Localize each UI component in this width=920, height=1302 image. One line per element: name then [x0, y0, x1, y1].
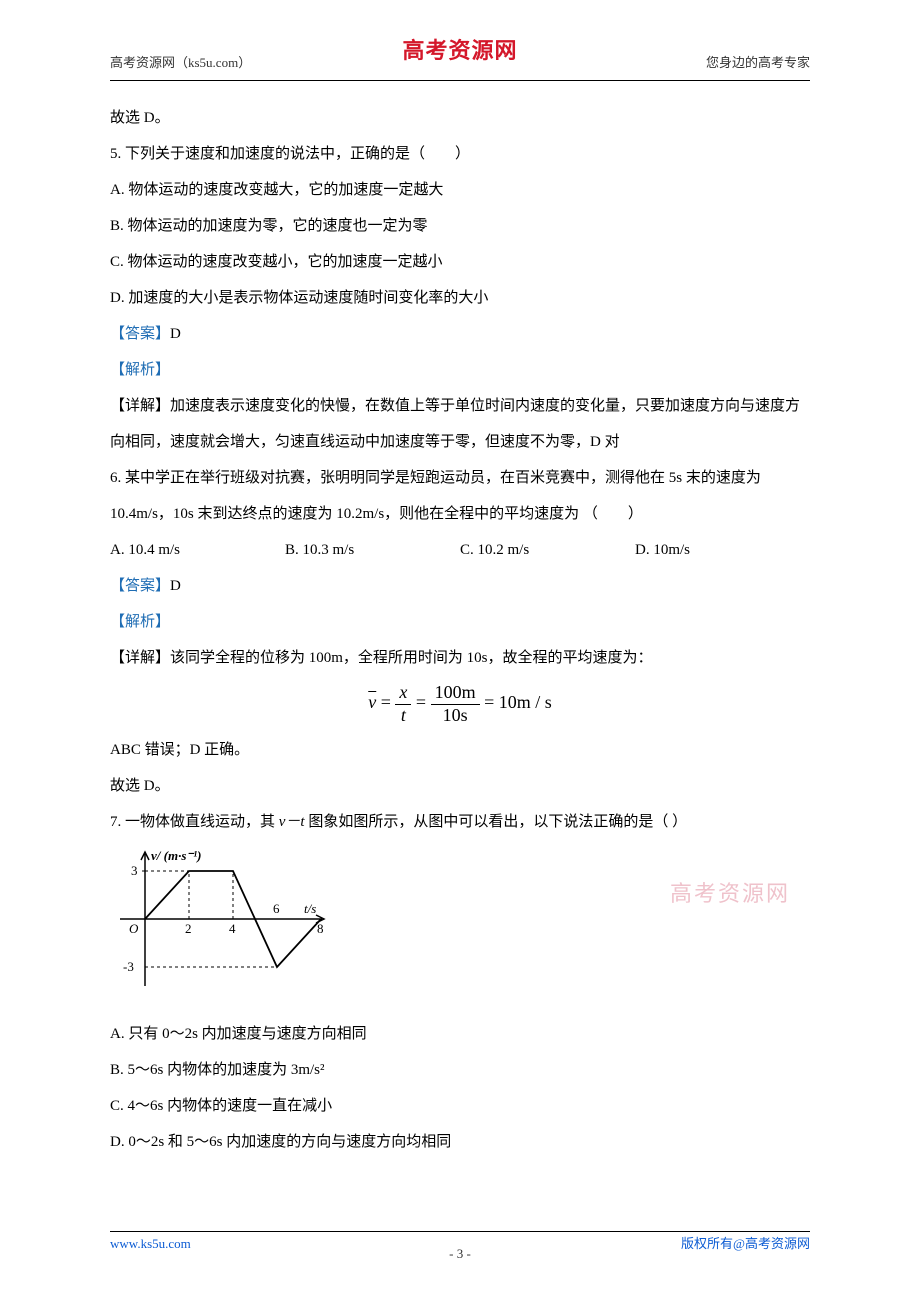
q5-opt-d: D. 加速度的大小是表示物体运动速度随时间变化率的大小	[110, 280, 810, 316]
q7-opt-d: D. 0～2s 和 5～6s 内加速度的方向与速度方向均相同	[110, 1124, 810, 1160]
q5-opt-b: B. 物体运动的加速度为零，它的速度也一定为零	[110, 208, 810, 244]
q7-opt-a: A. 只有 0～2s 内加速度与速度方向相同	[110, 1016, 810, 1052]
q7-opt-c: C. 4～6s 内物体的速度一直在减小	[110, 1088, 810, 1124]
q6-opt-d: D. 10m/s	[635, 532, 810, 568]
page: 高考资源网（ks5u.com） 高考资源网 您身边的高考专家 故选 D。 5. …	[0, 0, 920, 1302]
q7-stem: 7. 一物体做直线运动，其 v－t 图象如图所示，从图中可以看出，以下说法正确的…	[110, 804, 810, 840]
content: 故选 D。 5. 下列关于速度和加速度的说法中，正确的是（ ） A. 物体运动的…	[110, 100, 810, 1160]
answer-label: 【答案】	[110, 326, 170, 342]
q5-answer: 【答案】D	[110, 316, 810, 352]
q6-opt-c: C. 10.2 m/s	[460, 532, 635, 568]
svg-text:O: O	[129, 921, 139, 936]
page-footer: www.ks5u.com - 3 - 版权所有@高考资源网	[110, 1231, 810, 1252]
q6-detail-post1: ABC 错误；D 正确。	[110, 732, 810, 768]
q5-opt-c: C. 物体运动的速度改变越小，它的加速度一定越小	[110, 244, 810, 280]
answer-value: D	[170, 326, 181, 342]
svg-text:3: 3	[131, 863, 138, 878]
header-right: 您身边的高考专家	[706, 47, 810, 78]
q6-options: A. 10.4 m/s B. 10.3 m/s C. 10.2 m/s D. 1…	[110, 532, 810, 568]
q5-stem: 5. 下列关于速度和加速度的说法中，正确的是（ ）	[110, 136, 810, 172]
q5-opt-a: A. 物体运动的速度改变越大，它的加速度一定越大	[110, 172, 810, 208]
q5-detail: 【详解】加速度表示速度变化的快慢，在数值上等于单位时间内速度的变化量，只要加速度…	[110, 388, 810, 460]
q6-opt-a: A. 10.4 m/s	[110, 532, 285, 568]
q6-formula: v = x t = 100m 10s = 10m / s	[110, 682, 810, 726]
svg-text:4: 4	[229, 921, 236, 936]
svg-text:v/ (m·s⁻¹): v/ (m·s⁻¹)	[151, 848, 201, 863]
svg-text:6: 6	[273, 901, 280, 916]
page-header: 高考资源网（ks5u.com） 高考资源网 您身边的高考专家	[110, 48, 810, 81]
footer-center: - 3 -	[110, 1246, 810, 1262]
svg-text:-3: -3	[123, 959, 134, 974]
q5-analysis-label: 【解析】	[110, 352, 810, 388]
q6-opt-b: B. 10.3 m/s	[285, 532, 460, 568]
svg-text:t/s: t/s	[304, 901, 316, 916]
vt-chart-svg: 3-32468Ov/ (m·s⁻¹)t/s	[110, 844, 330, 994]
q6-detail-pre: 【详解】该同学全程的位移为 100m，全程所用时间为 10s，故全程的平均速度为…	[110, 640, 810, 676]
q6-stem: 6. 某中学正在举行班级对抗赛，张明明同学是短跑运动员，在百米竞赛中，测得他在 …	[110, 460, 810, 532]
header-left: 高考资源网（ks5u.com）	[110, 47, 251, 78]
watermark: 高考资源网	[670, 868, 790, 921]
q6-answer: 【答案】D	[110, 568, 810, 604]
svg-text:2: 2	[185, 921, 192, 936]
q6-analysis-label: 【解析】	[110, 604, 810, 640]
q7-opt-b: B. 5～6s 内物体的加速度为 3m/s²	[110, 1052, 810, 1088]
pre-line: 故选 D。	[110, 100, 810, 136]
q6-detail-post2: 故选 D。	[110, 768, 810, 804]
